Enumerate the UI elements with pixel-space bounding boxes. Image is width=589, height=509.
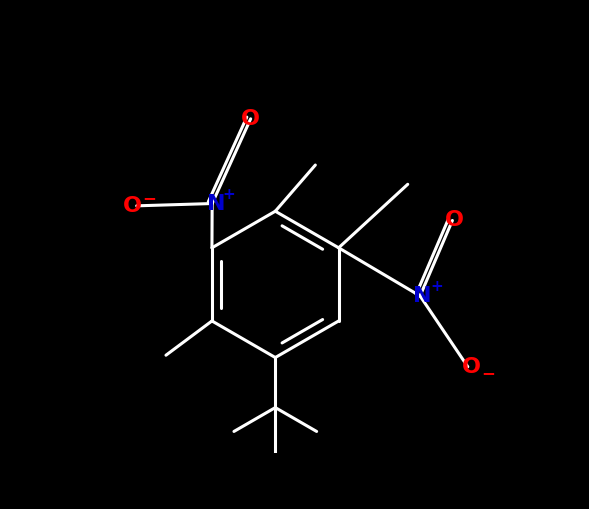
Text: −: −	[482, 364, 495, 382]
Text: N: N	[207, 193, 225, 214]
Text: −: −	[142, 189, 156, 207]
Text: +: +	[431, 279, 444, 294]
Text: N: N	[413, 286, 432, 306]
Text: O: O	[123, 196, 143, 216]
Text: O: O	[462, 357, 481, 377]
Text: O: O	[241, 109, 260, 129]
Text: +: +	[223, 187, 236, 202]
Text: O: O	[445, 210, 464, 231]
